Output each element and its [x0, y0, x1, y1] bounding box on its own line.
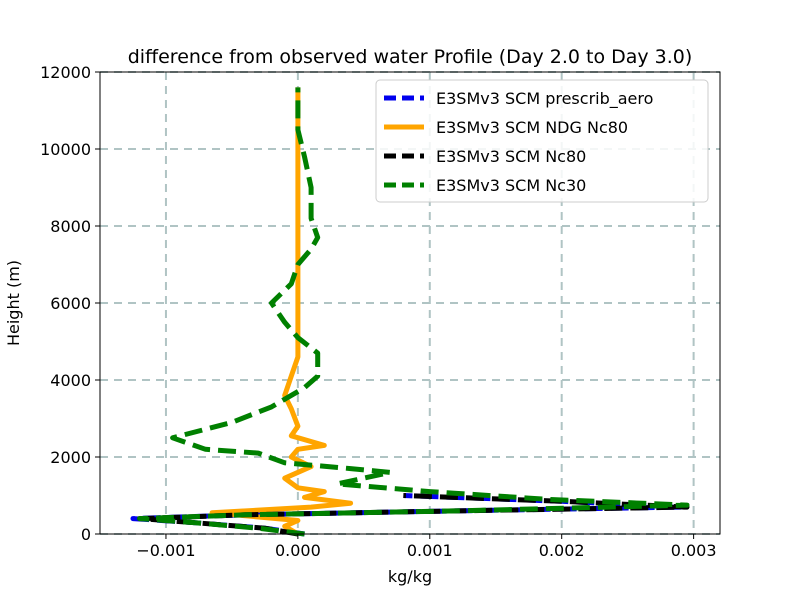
legend-label-3: E3SMv3 SCM Nc80	[436, 147, 586, 166]
x-axis-label: kg/kg	[388, 567, 432, 586]
y-tick-label: 10000	[40, 140, 91, 159]
legend-box	[375, 79, 709, 203]
y-tick-label: 2000	[50, 448, 91, 467]
series-line-4	[137, 87, 690, 537]
chart-title: difference from observed water Profile (…	[128, 46, 693, 68]
y-tick-label: 4000	[50, 371, 91, 390]
legend-label-2: E3SMv3 SCM NDG Nc80	[436, 118, 628, 137]
y-tick-label: 6000	[50, 294, 91, 313]
legend: E3SMv3 SCM prescrib_aero E3SMv3 SCM NDG N…	[375, 79, 709, 203]
y-tick-label: 0	[81, 525, 91, 544]
y-tick-label: 12000	[40, 63, 91, 82]
axis-ticks: −0.001 0.000 0.001 0.002 0.003 0 2000 4000 6000 8…	[40, 63, 716, 560]
series-line-2	[209, 87, 354, 537]
x-tick-label: 0.000	[275, 541, 321, 560]
y-tick-label: 8000	[50, 217, 91, 236]
x-tick-label: 0.001	[407, 541, 453, 560]
x-tick-label: −0.001	[136, 541, 195, 560]
legend-label-1: E3SMv3 SCM prescrib_aero	[436, 89, 653, 109]
y-axis-label: Height (m)	[4, 260, 23, 346]
series-group	[130, 87, 690, 537]
x-tick-label: 0.003	[671, 541, 717, 560]
x-tick-label: 0.002	[539, 541, 585, 560]
legend-label-4: E3SMv3 SCM Nc30	[436, 176, 586, 195]
